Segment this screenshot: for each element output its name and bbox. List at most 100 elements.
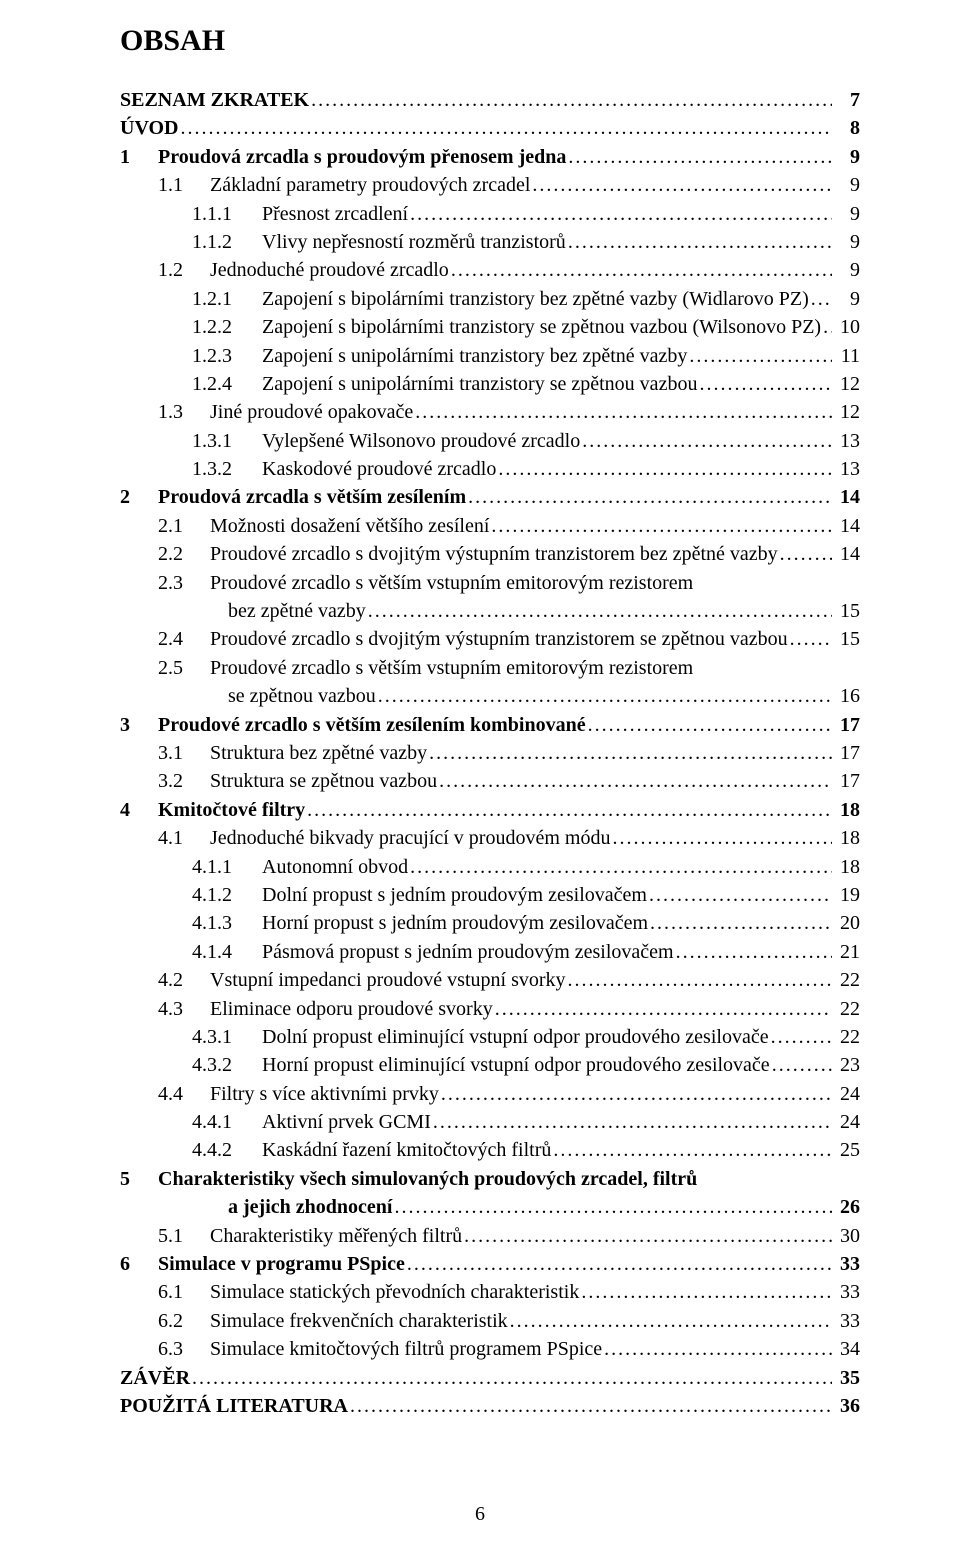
toc-entry-page: 13	[832, 427, 860, 455]
toc-entry-number: 5	[120, 1165, 158, 1193]
toc-entry-number: 4	[120, 796, 158, 824]
toc-entry: 1.2.3Zapojení s unipolárními tranzistory…	[120, 342, 860, 370]
page-number-footer: 6	[475, 1503, 485, 1526]
toc-entry-number: 1.2	[120, 256, 210, 284]
toc-entry-label: ZÁVĚR	[120, 1364, 190, 1392]
toc-entry-page: 14	[832, 540, 860, 568]
toc-entry-number: 4.2	[120, 966, 210, 994]
toc-entry-page: 26	[832, 1193, 860, 1221]
toc-entry-page: 9	[832, 200, 860, 228]
toc-entry: 4.3Eliminace odporu proudové svorky22	[120, 995, 860, 1023]
toc-leader	[821, 313, 832, 341]
toc-entry-label: Vstupní impedanci proudové vstupní svork…	[210, 966, 566, 994]
toc-entry-number: 5.1	[120, 1222, 210, 1250]
toc-entry: 2Proudová zrcadla s větším zesílením14	[120, 483, 860, 511]
toc-entry: 4.1.1Autonomní obvod18	[120, 853, 860, 881]
toc-entry: 6.3Simulace kmitočtových filtrů programe…	[120, 1335, 860, 1363]
toc-leader	[431, 1108, 832, 1136]
toc-entry: 4Kmitočtové filtry18	[120, 796, 860, 824]
toc-entry-label: Proudová zrcadla s proudovým přenosem je…	[158, 143, 566, 171]
toc-entry-page: 33	[832, 1307, 860, 1335]
toc-entry-label: Vylepšené Wilsonovo proudové zrcadlo	[262, 427, 580, 455]
toc-entry-page: 12	[832, 398, 860, 426]
toc-entry-number: 3.1	[120, 739, 210, 767]
toc-leader	[566, 228, 832, 256]
toc-entry: 1Proudová zrcadla s proudovým přenosem j…	[120, 143, 860, 171]
toc-entry: 3.1Struktura bez zpětné vazby 17	[120, 739, 860, 767]
toc-entry-label: Pásmová propust s jedním proudovým zesil…	[262, 938, 674, 966]
toc-entry-page: 9	[832, 256, 860, 284]
toc-leader	[647, 881, 832, 909]
toc-entry: 1.1.2Vlivy nepřesností rozměrů tranzisto…	[120, 228, 860, 256]
toc-entry-page: 24	[832, 1080, 860, 1108]
toc-entry-label: Základní parametry proudových zrcadel	[210, 171, 530, 199]
toc-entry: 4.4.1Aktivní prvek GCMI24	[120, 1108, 860, 1136]
toc-leader	[809, 285, 832, 313]
toc-entry-page: 35	[832, 1364, 860, 1392]
toc-entry-label: Charakteristiky všech simulovaných proud…	[158, 1165, 697, 1193]
toc-entry-page: 9	[832, 143, 860, 171]
toc-leader	[788, 625, 832, 653]
toc-leader	[309, 86, 832, 114]
toc-entry-page: 9	[832, 171, 860, 199]
toc-entry-page: 20	[832, 909, 860, 937]
toc-entry-page: 22	[832, 966, 860, 994]
toc-entry-number: 2.1	[120, 512, 210, 540]
toc-entry-label: Aktivní prvek GCMI	[262, 1108, 431, 1136]
toc-entry: 1.3.2Kaskodové proudové zrcadlo13	[120, 455, 860, 483]
toc-entry: 1.3.1Vylepšené Wilsonovo proudové zrcadl…	[120, 427, 860, 455]
toc-leader	[769, 1023, 832, 1051]
toc-leader	[579, 1278, 832, 1306]
toc-entry-label: Struktura se zpětnou vazbou	[210, 767, 437, 795]
toc-entry-label: Simulace kmitočtových filtrů programem P…	[210, 1335, 602, 1363]
toc-entry: 1.2.1Zapojení s bipolárními tranzistory …	[120, 285, 860, 313]
toc-leader	[405, 1250, 832, 1278]
toc-leader	[551, 1136, 832, 1164]
toc-entry-number: 1.3.1	[120, 427, 262, 455]
toc-entry-label: a jejich zhodnocení	[228, 1193, 392, 1221]
toc-leader	[392, 1193, 832, 1221]
toc-leader	[530, 171, 832, 199]
toc-leader	[439, 1080, 832, 1108]
toc-entry-page: 18	[832, 853, 860, 881]
toc-leader	[697, 370, 832, 398]
toc-entry-page: 22	[832, 1023, 860, 1051]
toc-entry: 6.2Simulace frekvenčních charakteristik3…	[120, 1307, 860, 1335]
toc-entry-number: 2.4	[120, 625, 210, 653]
toc-entry-label: Zapojení s bipolárními tranzistory se zp…	[262, 313, 821, 341]
toc-leader	[408, 200, 832, 228]
toc-entry-label: Dolní propust s jedním proudovým zesilov…	[262, 881, 647, 909]
toc-entry-page: 33	[832, 1250, 860, 1278]
toc-leader	[493, 995, 832, 1023]
toc-entry-number: 4.1.2	[120, 881, 262, 909]
toc-entry-page: 24	[832, 1108, 860, 1136]
toc-entry: 4.1.2Dolní propust s jedním proudovým ze…	[120, 881, 860, 909]
toc-entry-number: 1.1.1	[120, 200, 262, 228]
toc-entry: 1.1Základní parametry proudových zrcadel…	[120, 171, 860, 199]
toc-entry-page: 14	[832, 512, 860, 540]
toc-entry-number: 2	[120, 483, 158, 511]
toc-entry: 2.4Proudové zrcadlo s dvojitým výstupním…	[120, 625, 860, 653]
toc-entry-label: Simulace statických převodních charakter…	[210, 1278, 579, 1306]
toc-entry-label: Jiné proudové opakovače	[210, 398, 413, 426]
toc-entry-page: 11	[832, 342, 860, 370]
toc-entry: ZÁVĚR 35	[120, 1364, 860, 1392]
toc-entry: 5Charakteristiky všech simulovaných prou…	[120, 1165, 860, 1193]
toc-entry-label: Struktura bez zpětné vazby	[210, 739, 427, 767]
toc-entry-page: 17	[832, 767, 860, 795]
toc-entry-page: 17	[832, 739, 860, 767]
toc-entry-label: Jednoduché bikvady pracující v proudovém…	[210, 824, 610, 852]
toc-entry-number: 1.1.2	[120, 228, 262, 256]
toc-entry-label: Horní propust eliminující vstupní odpor …	[262, 1051, 770, 1079]
toc-entry-page: 34	[832, 1335, 860, 1363]
toc-entry-number: 1	[120, 143, 158, 171]
toc-entry-number: 4.3.1	[120, 1023, 262, 1051]
toc-entry-page: 10	[832, 313, 860, 341]
toc-entry-label: Proudové zrcadlo s dvojitým výstupním tr…	[210, 625, 788, 653]
toc-entry: 4.4.2Kaskádní řazení kmitočtových filtrů…	[120, 1136, 860, 1164]
toc-entry-page: 12	[832, 370, 860, 398]
toc-entry-number: 3	[120, 711, 158, 739]
toc-entry: se zpětnou vazbou16	[120, 682, 860, 710]
toc-entry: 4.1Jednoduché bikvady pracující v proudo…	[120, 824, 860, 852]
toc-entry: 4.3.1Dolní propust eliminující vstupní o…	[120, 1023, 860, 1051]
